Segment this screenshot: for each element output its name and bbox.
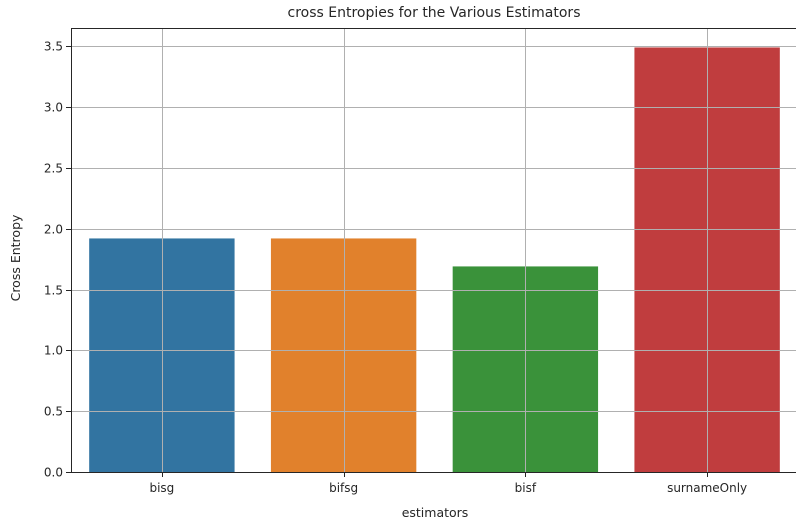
y-tick-label: 2.5 — [44, 162, 63, 176]
x-axis-title: estimators — [402, 505, 469, 520]
x-tick-label: bisg — [149, 481, 174, 495]
bar-bisg — [89, 238, 235, 472]
y-tick-label: 0.0 — [44, 466, 63, 480]
x-tick-label: bifsg — [329, 481, 358, 495]
y-tick-label: 3.0 — [44, 101, 63, 115]
y-axis-ticks: 0.0 0.5 1.0 1.5 2.0 2.5 3.0 3.5 — [44, 40, 71, 480]
y-tick-label: 0.5 — [44, 405, 63, 419]
y-tick-label: 3.5 — [44, 40, 63, 54]
y-tick-label: 1.0 — [44, 344, 63, 358]
x-tick-label: bisf — [515, 481, 537, 495]
chart-title: cross Entropies for the Various Estimato… — [288, 5, 581, 21]
plot-area-frame — [71, 28, 796, 473]
x-tick-label: surnameOnly — [667, 481, 747, 495]
y-axis-title: Cross Entropy — [8, 214, 23, 301]
y-tick-label: 1.5 — [44, 284, 63, 298]
x-axis-ticks: bisg bifsg bisf surnameOnly — [149, 472, 747, 495]
y-tick-label: 2.0 — [44, 223, 63, 237]
bar-bifsg — [270, 238, 417, 472]
bars — [89, 47, 780, 472]
